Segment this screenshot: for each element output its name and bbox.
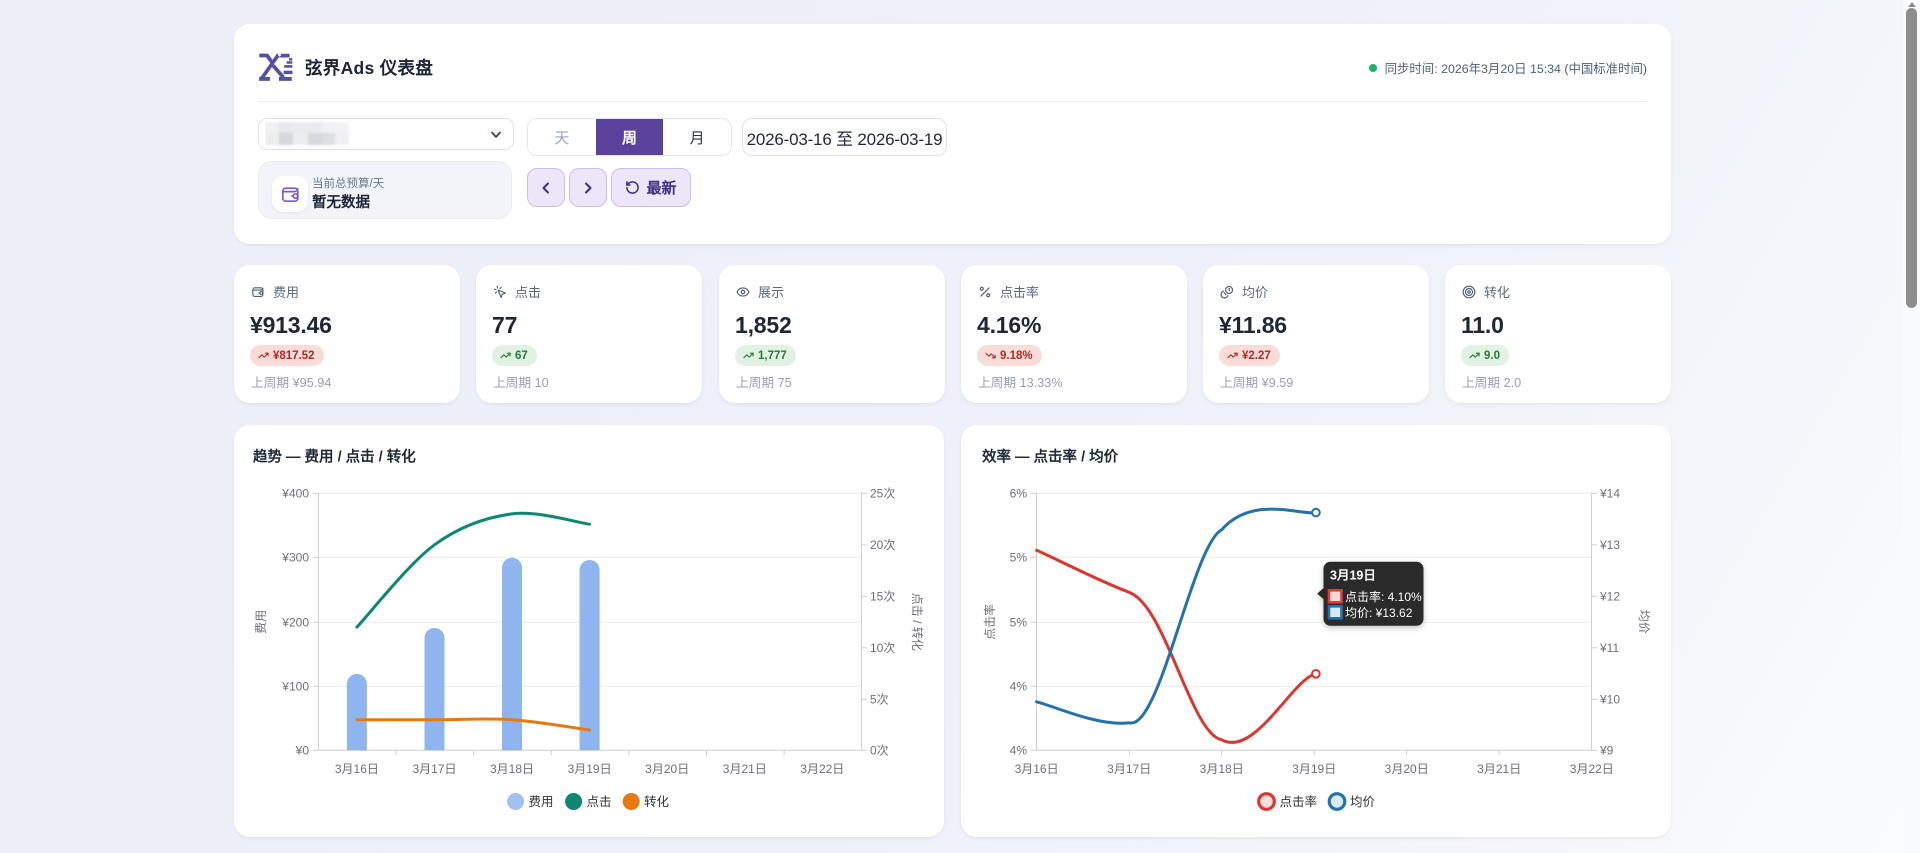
svg-text:¥14: ¥14 xyxy=(1599,486,1620,500)
svg-text:3月22日: 3月22日 xyxy=(800,762,844,776)
svg-text:0次: 0次 xyxy=(870,743,889,757)
svg-text:20次: 20次 xyxy=(870,538,895,552)
svg-text:¥12: ¥12 xyxy=(1599,589,1620,603)
svg-text:效率 — 点击率 / 均价: 效率 — 点击率 / 均价 xyxy=(982,448,1119,466)
svg-text:趋势 — 费用 / 点击 / 转化: 趋势 — 费用 / 点击 / 转化 xyxy=(253,448,416,466)
svg-text:点击: 点击 xyxy=(587,795,612,809)
svg-text:3月18日: 3月18日 xyxy=(1200,762,1244,776)
svg-text:¥300: ¥300 xyxy=(281,550,309,564)
svg-text:均价: ¥13.62: 均价: ¥13.62 xyxy=(1345,606,1413,620)
svg-text:4%: 4% xyxy=(1010,743,1028,757)
svg-text:4%: 4% xyxy=(1010,679,1028,693)
svg-text:3月19日: 3月19日 xyxy=(1330,568,1376,582)
svg-text:点击率: 点击率 xyxy=(982,604,997,640)
svg-text:转化: 转化 xyxy=(644,794,670,809)
svg-text:3月16日: 3月16日 xyxy=(1015,762,1059,776)
svg-text:均价: 均价 xyxy=(1637,610,1651,634)
svg-text:15次: 15次 xyxy=(870,589,895,603)
svg-text:¥0: ¥0 xyxy=(295,743,310,757)
svg-text:¥200: ¥200 xyxy=(281,615,309,629)
svg-text:均价: 均价 xyxy=(1350,795,1376,809)
svg-text:¥11: ¥11 xyxy=(1599,641,1619,655)
svg-text:3月17日: 3月17日 xyxy=(1107,762,1151,776)
svg-text:6%: 6% xyxy=(1010,486,1028,500)
svg-text:费用: 费用 xyxy=(254,610,268,634)
svg-text:3月18日: 3月18日 xyxy=(490,762,534,776)
svg-text:3月21日: 3月21日 xyxy=(723,762,767,776)
svg-text:¥100: ¥100 xyxy=(281,679,309,693)
svg-text:10次: 10次 xyxy=(870,641,895,655)
svg-text:¥10: ¥10 xyxy=(1599,692,1620,706)
svg-text:3月20日: 3月20日 xyxy=(645,762,689,776)
svg-text:5%: 5% xyxy=(1010,550,1028,564)
svg-text:¥13: ¥13 xyxy=(1599,538,1620,552)
svg-text:5%: 5% xyxy=(1010,615,1028,629)
svg-text:5次: 5次 xyxy=(870,692,889,706)
svg-text:3月20日: 3月20日 xyxy=(1385,762,1429,776)
svg-text:3月21日: 3月21日 xyxy=(1477,762,1521,776)
svg-text:¥400: ¥400 xyxy=(281,486,309,500)
svg-text:3月17日: 3月17日 xyxy=(412,762,456,776)
svg-text:点击 / 转化: 点击 / 转化 xyxy=(910,593,925,651)
svg-text:3月19日: 3月19日 xyxy=(1292,762,1336,776)
svg-text:3月16日: 3月16日 xyxy=(335,762,379,776)
svg-text:3月22日: 3月22日 xyxy=(1570,762,1614,776)
svg-text:¥9: ¥9 xyxy=(1599,743,1614,757)
svg-text:费用: 费用 xyxy=(529,795,554,809)
svg-text:3月19日: 3月19日 xyxy=(568,762,612,776)
svg-text:点击率: 4.10%: 点击率: 4.10% xyxy=(1345,589,1422,604)
svg-text:点击率: 点击率 xyxy=(1280,794,1318,809)
svg-text:25次: 25次 xyxy=(870,486,895,500)
